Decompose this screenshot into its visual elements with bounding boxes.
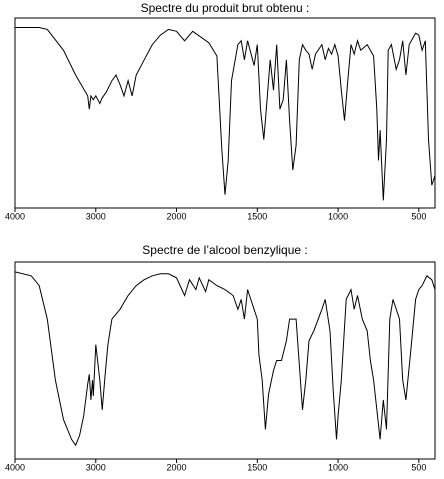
chart-title: Spectre de l’alcool benzylique : — [142, 243, 307, 257]
x-tick-label: 3000 — [86, 462, 106, 472]
x-tick-label: 1000 — [328, 462, 348, 472]
spectrum-line — [14, 271, 436, 447]
x-tick-label: 2000 — [167, 462, 187, 472]
x-tick-label: 2000 — [167, 211, 187, 221]
x-tick-label: 500 — [411, 211, 426, 221]
plot-frame — [14, 261, 436, 460]
spectrum-line — [15, 27, 436, 201]
x-tick-label: 1500 — [247, 211, 267, 221]
x-tick-label: 1500 — [247, 462, 267, 472]
x-tick-label: 1000 — [328, 211, 348, 221]
chart-title: Spectre du produit brut obtenu : — [141, 1, 310, 15]
x-tick-label: 4000 — [5, 211, 25, 221]
x-tick-label: 500 — [411, 462, 426, 472]
x-tick-label: 4000 — [5, 462, 25, 472]
x-tick-label: 3000 — [86, 211, 106, 221]
plot-frame — [14, 17, 436, 209]
